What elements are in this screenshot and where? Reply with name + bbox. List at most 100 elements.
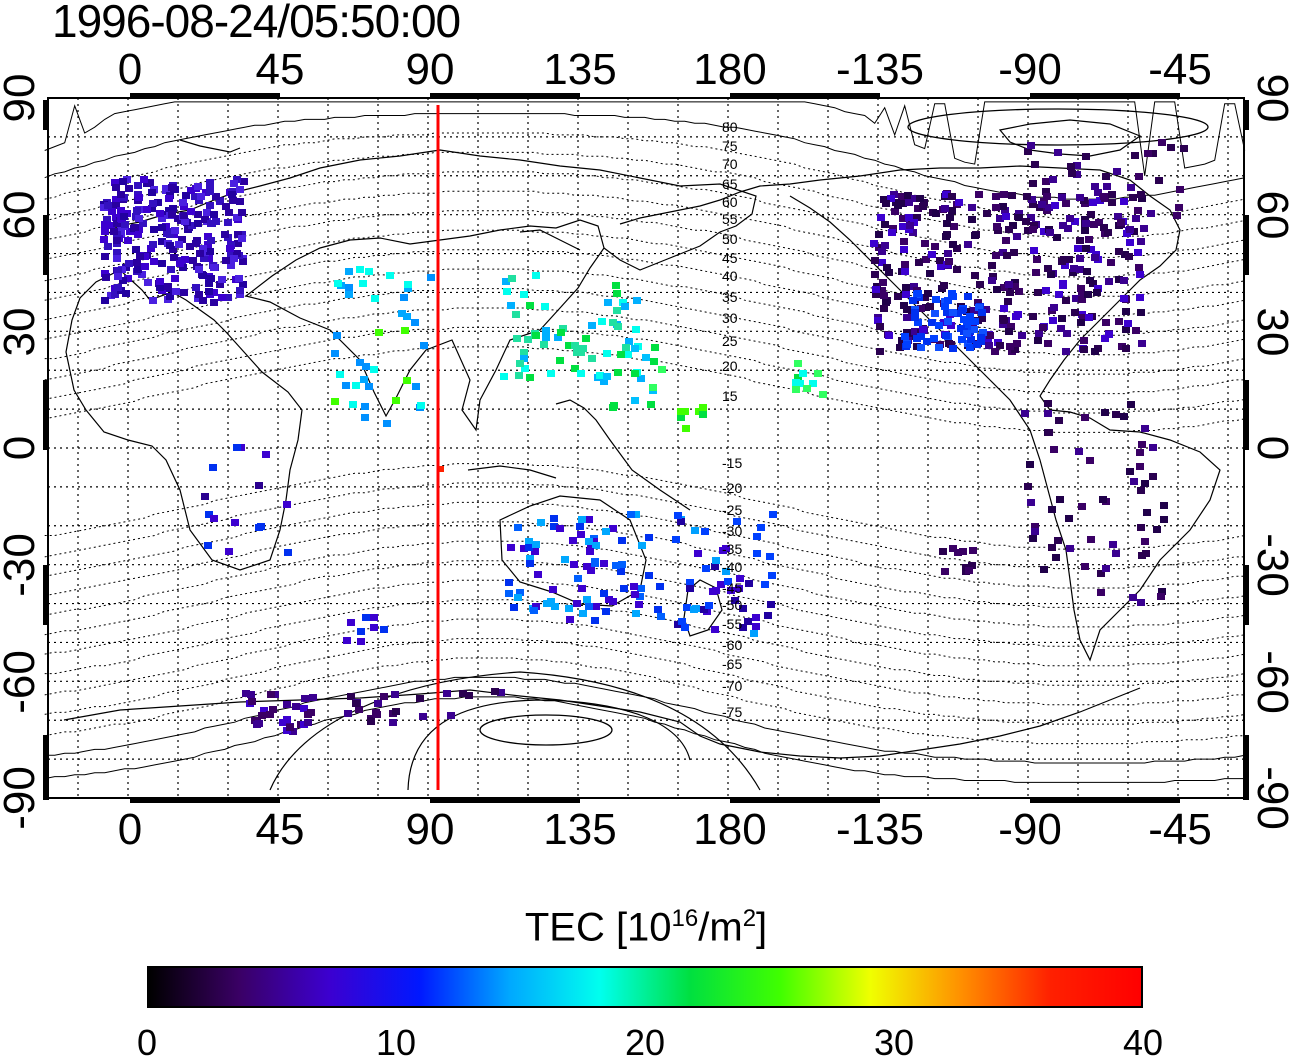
tec-cell [1059, 222, 1067, 229]
tec-cell [902, 291, 910, 298]
tec-cell [914, 290, 922, 297]
tec-cell [203, 209, 211, 216]
tec-cell [172, 288, 180, 295]
tec-cell [999, 315, 1007, 322]
tec-cell [903, 329, 911, 336]
colorbar-tick-label: 30 [873, 1022, 915, 1063]
tec-cell [735, 585, 743, 592]
tec-cell [932, 210, 940, 217]
tec-cell [1102, 319, 1110, 326]
tec-cell [1079, 314, 1087, 321]
tec-cell [885, 332, 893, 339]
tec-cell [898, 193, 906, 200]
tec-cell [1100, 193, 1108, 200]
tec-cell [383, 420, 391, 427]
mlat-contour [44, 579, 1245, 667]
tec-cell [883, 264, 891, 271]
tec-cell [386, 272, 394, 279]
tec-cell [941, 205, 949, 212]
tec-cell [179, 264, 187, 271]
tec-cell [195, 291, 203, 298]
tec-cell [100, 236, 108, 243]
coastline [244, 219, 605, 432]
tec-cell [134, 231, 142, 238]
tec-cell [262, 451, 270, 458]
tec-cell [1055, 417, 1063, 424]
tec-cell [225, 548, 233, 555]
tec-cell [894, 202, 902, 209]
tec-cell [870, 240, 878, 247]
tec-cell [507, 544, 515, 551]
tec-cell [1124, 320, 1132, 327]
frame-bar [430, 797, 580, 803]
tec-cell [171, 227, 179, 234]
map-title: 1996-08-24/05:50:00 [52, 0, 461, 47]
tec-cell [1101, 409, 1109, 416]
tec-cell [1082, 245, 1090, 252]
tec-cell [588, 355, 596, 362]
tec-cell [582, 335, 590, 342]
tec-cell [1011, 346, 1019, 353]
tec-cell [944, 250, 952, 257]
mlat-contour [44, 101, 1246, 176]
tec-cell [1062, 200, 1070, 207]
tec-cell [917, 305, 925, 312]
tec-cell [412, 383, 420, 390]
tec-cell [226, 245, 234, 252]
tec-cell [1044, 400, 1052, 407]
tec-cell [919, 326, 927, 333]
tec-cell [1055, 291, 1063, 298]
tec-cell [101, 297, 109, 304]
tec-cell [678, 618, 686, 625]
tec-cell [583, 596, 591, 603]
tec-cell [1028, 196, 1036, 203]
tec-cell [719, 547, 727, 554]
mlat-label: 25 [722, 333, 738, 349]
tec-cell [794, 374, 802, 381]
tec-cell [586, 548, 594, 555]
tec-cell [1097, 589, 1105, 596]
tec-cell [206, 184, 214, 191]
tec-cell [370, 366, 378, 373]
tec-cell [1105, 331, 1113, 338]
mlat-contour [479, 714, 613, 746]
tec-cell [230, 180, 238, 187]
tec-cell [1137, 191, 1145, 198]
tec-cell [792, 386, 800, 393]
tec-cell [1066, 545, 1074, 552]
tec-cell [361, 403, 369, 410]
tec-cell [507, 302, 515, 309]
tec-cell [1012, 313, 1020, 320]
tec-cell [983, 210, 991, 217]
tec-cell [367, 717, 375, 724]
tec-cell [391, 691, 399, 698]
colorbar-tick-label: 0 [136, 1022, 158, 1063]
tec-cell [1122, 308, 1130, 315]
tec-cell [630, 583, 638, 590]
tec-cell [135, 194, 143, 201]
tec-cell [132, 246, 140, 253]
frame-bar [1243, 735, 1249, 800]
tec-cell [111, 179, 119, 186]
lat-tick-label-right: -30 [1248, 533, 1292, 597]
tec-cell [520, 355, 528, 362]
colorbar-tick-label: 10 [375, 1022, 417, 1063]
tec-cell [389, 719, 397, 726]
tec-cell [577, 370, 585, 377]
tec-cell [260, 707, 268, 714]
tec-cell [1059, 282, 1067, 289]
tec-cell [591, 560, 599, 567]
tec-cell [946, 214, 954, 221]
tec-cell [766, 553, 774, 560]
tec-cell [874, 317, 882, 324]
tec-cell [375, 329, 383, 336]
tec-cell [124, 237, 132, 244]
tec-cell [621, 303, 629, 310]
tec-cell [949, 545, 957, 552]
tec-cell [968, 562, 976, 569]
tec-cell [637, 375, 645, 382]
tec-cell [1033, 256, 1041, 263]
frame-bar [1243, 100, 1249, 130]
tec-cell [201, 249, 209, 256]
tec-cell [236, 198, 244, 205]
